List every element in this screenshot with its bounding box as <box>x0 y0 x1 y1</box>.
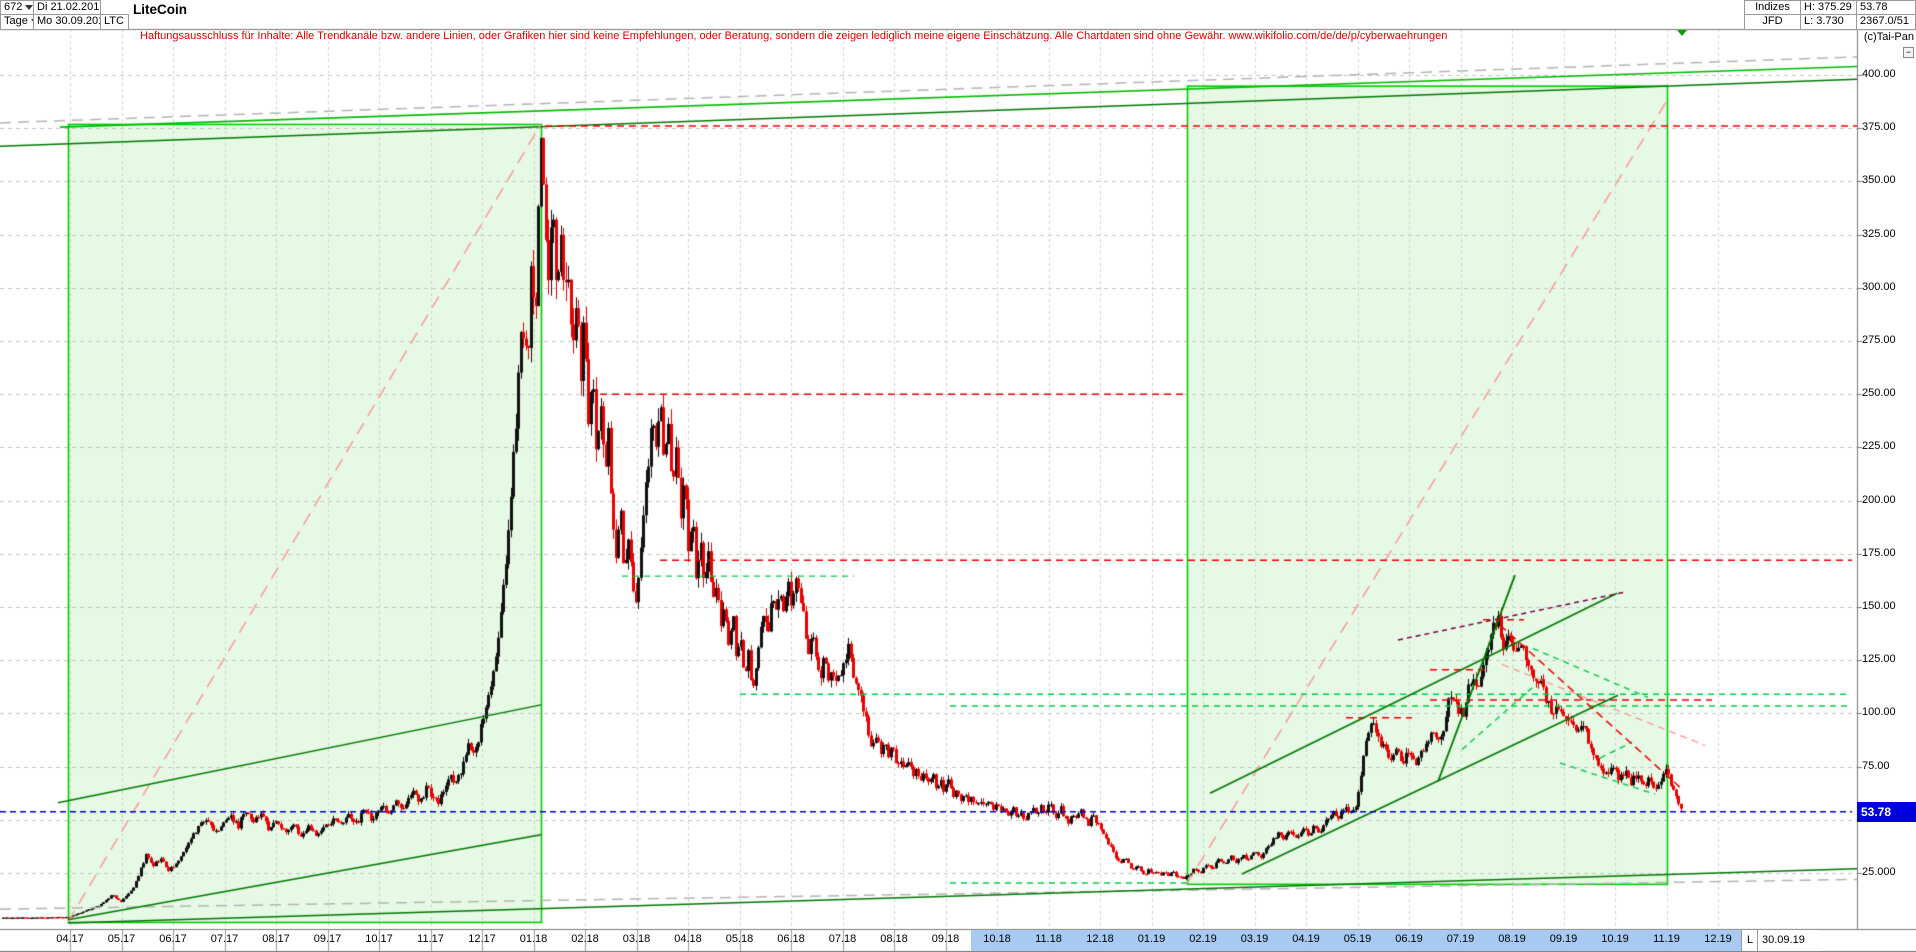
x-axis-label: 08.17 <box>262 933 290 945</box>
x-axis-label: 07.19 <box>1446 933 1475 945</box>
bars-count-dropdown[interactable]: 672 <box>0 0 34 15</box>
x-axis-label: 03.19 <box>1240 933 1269 945</box>
y-axis-label: 200.00 <box>1862 493 1896 506</box>
axis-l-cell: L <box>1741 930 1758 951</box>
last-bar-marker-icon <box>1677 30 1687 36</box>
x-axis-label: 10.19 <box>1601 933 1629 945</box>
y-axis-label: 275.00 <box>1862 334 1896 346</box>
x-axis-label: 01.19 <box>1137 933 1166 945</box>
x-axis-label: 11.17 <box>417 933 444 945</box>
y-axis-label: 125.00 <box>1862 653 1896 666</box>
x-axis-label: 03.18 <box>622 933 651 945</box>
axis-date-cell: 30.09.19 <box>1757 930 1819 951</box>
last-price-value: 53.78 <box>1856 0 1916 15</box>
x-axis-label: 08.19 <box>1498 933 1526 945</box>
x-axis-label: 07.17 <box>210 933 239 945</box>
x-axis-label: 11.19 <box>1653 933 1680 945</box>
copyright-label: (c)Tai-Pan <box>1863 31 1914 43</box>
y-axis-label: 150.00 <box>1862 600 1896 612</box>
date-to-field[interactable]: Mo 30.09.2019 <box>33 14 101 30</box>
date-from-field[interactable]: Di 21.02.2017 <box>33 0 101 15</box>
x-axis-label: 05.17 <box>107 933 136 945</box>
x-axis-label: 09.17 <box>313 933 342 945</box>
y-axis-label: 75.00 <box>1862 759 1890 772</box>
collapse-icon[interactable]: − <box>1903 47 1914 58</box>
x-axis-highlight-range <box>971 930 1741 951</box>
x-axis-label: 02.18 <box>571 933 599 945</box>
high-value: H: 375.29 <box>1800 0 1857 15</box>
x-axis-label: 12.17 <box>468 933 496 945</box>
group-label: Indizes <box>1744 0 1801 15</box>
x-axis-label: 02.19 <box>1189 933 1217 945</box>
x-axis-label: 04.17 <box>56 933 84 945</box>
page-title: LiteCoin <box>133 2 187 17</box>
x-axis-label: 09.19 <box>1549 933 1578 945</box>
x-axis-label: 01.18 <box>519 933 548 945</box>
x-axis-label: 06.17 <box>159 933 187 945</box>
x-axis-label: 05.18 <box>725 933 754 945</box>
chevron-down-icon <box>30 18 33 24</box>
x-axis-label: 04.18 <box>674 933 702 945</box>
last-price-tag: 53.78 <box>1857 801 1916 822</box>
y-axis-label: 100.00 <box>1862 706 1896 719</box>
x-axis-label: 05.19 <box>1343 933 1372 945</box>
quote-info-value: 2367.0/51 <box>1856 14 1916 30</box>
y-axis-label: 300.00 <box>1862 280 1896 293</box>
broker-label: JFD <box>1744 14 1801 30</box>
x-axis-label: 07.18 <box>828 933 857 945</box>
symbol-cell[interactable]: LTC <box>100 14 129 30</box>
x-axis-label: 04.19 <box>1292 933 1320 945</box>
chevron-down-icon <box>25 4 33 10</box>
x-axis-label: 09.18 <box>931 933 960 945</box>
x-axis-label: 11.18 <box>1035 933 1062 945</box>
x-axis-label: 06.19 <box>1395 933 1423 945</box>
x-axis-label: 10.18 <box>983 933 1011 945</box>
y-axis-label: 350.00 <box>1862 174 1896 187</box>
y-axis-label: 175.00 <box>1862 546 1896 559</box>
y-axis-label: 325.00 <box>1862 227 1896 240</box>
low-value: L: 3.730 <box>1800 14 1857 30</box>
y-axis-label: 225.00 <box>1862 440 1896 453</box>
period-dropdown[interactable]: Tage <box>0 14 34 30</box>
x-axis-label: 12.18 <box>1086 933 1114 945</box>
x-axis-label: 06.18 <box>777 933 805 945</box>
y-axis-label: 375.00 <box>1862 121 1896 134</box>
x-axis-label: 08.18 <box>880 933 908 945</box>
disclaimer-text: Haftungsausschluss für Inhalte: Alle Tre… <box>140 30 1448 42</box>
y-axis-label: 400.00 <box>1862 68 1896 80</box>
x-axis-label: 12.19 <box>1704 933 1732 945</box>
y-axis-label: 250.00 <box>1862 387 1896 400</box>
x-axis-label: 10.17 <box>365 933 393 945</box>
y-axis-label: 25.000 <box>1862 866 1896 878</box>
